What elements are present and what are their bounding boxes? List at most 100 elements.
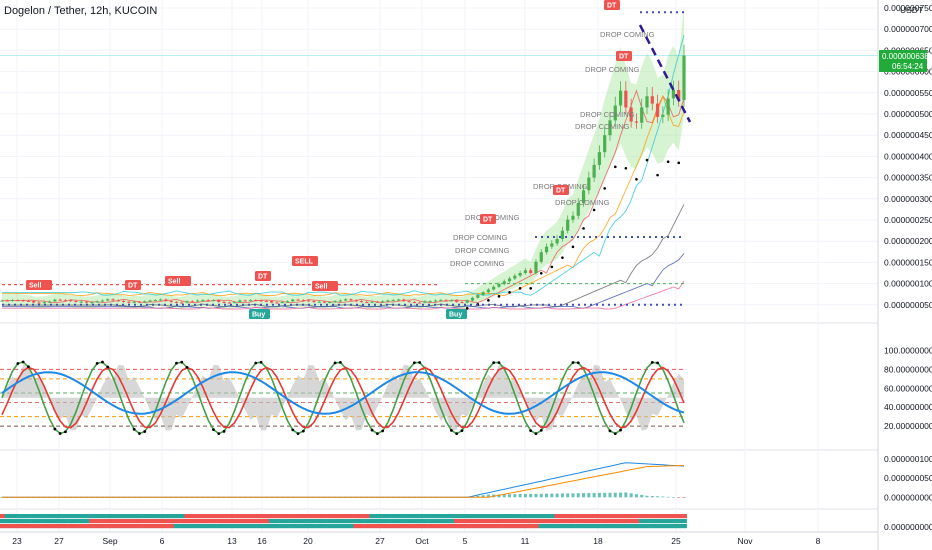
trend-cell [660,519,666,524]
trend-cell [607,524,613,529]
candle-body [0,300,4,302]
candle-body [84,301,89,303]
trend-cell [549,514,555,519]
candle-body [137,301,142,303]
trend-cell [316,514,323,519]
ma-line [2,34,685,296]
trend-cell [369,519,376,524]
trend-cell [337,514,344,519]
osc-axis[interactable]: 100.000000000 80.000000000 60.000000000 40.… [884,345,932,431]
trend-cell [358,519,365,524]
osc-dot [412,361,416,365]
candle-body [407,301,411,303]
trend-cell [358,524,365,529]
dt-tag-text: DT [556,188,566,195]
signal-label-drop-coming: DROP COMING [450,259,505,268]
trend-cell [173,514,180,519]
sell-tag-text: Sell [315,284,328,291]
price-tick-label: 0.000000550 [884,88,932,98]
trend-cell [628,514,635,519]
trend-cell [580,524,587,529]
signal-label-drop-coming: DROP COMING [453,233,508,242]
trend-cell [681,519,687,524]
price-tick-label: 0.000000350 [884,173,932,183]
trend-cell [559,524,566,529]
osc-dot [212,428,215,432]
trend-cell [617,519,624,524]
date-axis[interactable]: 23 27 Sep 6 13 16 20 27 Oct 5 11 18 25 Nov 8 [12,536,820,546]
macd-hist-bar [608,492,612,498]
trend-cell [258,519,264,524]
candle-body [497,284,501,287]
trend-cell [83,514,90,519]
price-axis[interactable]: 0.0000007500.0000007000.0000006500.00000… [884,3,932,310]
trend-cell [89,514,95,519]
trend-bar-pane [0,514,687,529]
trend-cell [237,514,243,519]
trend-cell [676,514,682,519]
candle-body [354,300,358,302]
candle-body [412,302,416,304]
osc-dot [381,429,385,433]
candle-body [671,90,676,99]
trend-cell [633,524,640,529]
trend-cell [459,514,465,519]
dt-tag-text: DT [258,274,268,281]
date-tick-label: 11 [521,536,530,546]
trend-cell [41,519,48,524]
macd-hist-bar [582,493,586,498]
osc-dot [21,360,25,364]
trend-cell [94,524,101,529]
trend-cell [580,519,587,524]
stoch-k-line [1,361,685,435]
candle-body [587,177,591,191]
trend-cell [496,514,502,519]
trend-cell [353,524,360,529]
trend-cell [94,519,101,524]
main-pane[interactable]: DROP COMING DROP COMING DROP COMING DROP CO… [0,0,878,319]
trend-cell [142,519,148,524]
grid-layer [0,0,878,532]
osc-dot [254,361,258,365]
trend-cell [670,524,677,529]
osc-tick-label: 60.000000000 [884,383,932,393]
candle-body [402,299,406,302]
macd-pane[interactable] [0,462,686,498]
trend-cell [681,514,687,519]
macd-hist-bar [650,496,654,498]
candle-body [280,302,284,304]
trend-cell [321,519,328,524]
macd-hist-bar [603,492,607,498]
macd-hist-bar [529,493,533,498]
trend-cell [432,519,439,524]
trend-cell [52,514,58,519]
candle-body [222,301,226,303]
oscillator-pane[interactable] [0,360,685,436]
trend-cell [395,524,402,529]
osc-tick-label: 40.000000000 [884,402,932,412]
trend-cell [258,524,264,529]
trend-cell [543,524,550,529]
candle-body [518,273,522,276]
macd-hist-bar [619,492,623,498]
candle-body [581,190,586,204]
candle-body [69,300,73,302]
trend-cell [321,524,328,529]
candle-body [16,300,20,302]
trend-cell [126,514,132,519]
trend-cell [311,514,317,519]
trend-cell [274,519,280,524]
osc-dot [53,427,57,431]
trend-cell [36,519,42,524]
trend-cell [343,524,349,529]
trend-cell [131,514,138,519]
trend-cell [242,524,249,529]
trend-cell [179,524,185,529]
macd-axis[interactable]: 0.000000100 0.000000050 0.000000000 [884,454,932,502]
trend-tick-label: 0.000000000 [884,522,932,532]
osc-dot [534,432,538,436]
trend-cell [512,519,518,524]
osc-dot [650,360,654,364]
trend-cell [417,519,423,524]
